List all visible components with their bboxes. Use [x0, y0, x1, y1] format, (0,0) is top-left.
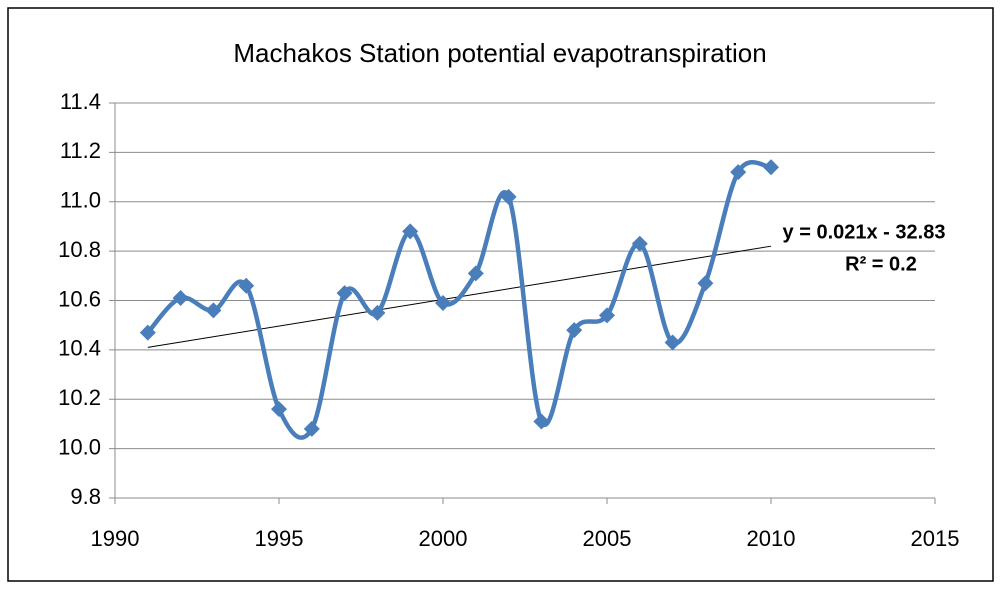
data-marker — [336, 285, 353, 302]
x-tick-label: 2005 — [583, 526, 632, 551]
y-tick-label: 11.0 — [60, 188, 101, 213]
chart-frame — [7, 7, 994, 582]
x-tick-label: 2015 — [911, 526, 960, 551]
y-tick-label: 10.4 — [58, 336, 101, 361]
y-tick-label: 11.2 — [60, 138, 101, 163]
data-marker — [697, 275, 714, 292]
x-tick-label: 1990 — [91, 526, 140, 551]
data-marker — [664, 334, 681, 351]
data-marker — [205, 302, 222, 319]
y-tick-label: 11.4 — [60, 89, 101, 114]
data-marker — [303, 420, 320, 437]
data-marker — [369, 304, 386, 321]
data-marker — [730, 164, 747, 181]
data-marker — [500, 188, 517, 205]
data-marker — [238, 277, 255, 294]
data-marker — [566, 322, 583, 339]
trendline-equation: y = 0.021x - 32.83 — [783, 221, 946, 243]
x-tick-label: 2000 — [419, 526, 468, 551]
data-marker — [467, 265, 484, 282]
data-marker — [172, 290, 189, 307]
data-marker — [139, 324, 156, 341]
data-marker — [271, 401, 287, 418]
x-tick-label: 1995 — [255, 526, 304, 551]
data-marker — [402, 223, 419, 240]
data-marker — [631, 235, 648, 252]
y-tick-label: 10.8 — [58, 237, 101, 262]
data-marker — [599, 307, 615, 324]
chart-title: Machakos Station potential evapotranspir… — [233, 38, 766, 68]
y-tick-label: 10.0 — [58, 434, 101, 459]
trendline-r2: R² = 0.2 — [845, 253, 917, 275]
y-tick-label: 10.6 — [58, 286, 101, 311]
data-marker — [763, 159, 779, 176]
y-tick-label: 10.2 — [58, 385, 101, 410]
data-marker — [533, 413, 550, 430]
data-marker — [435, 294, 451, 311]
y-tick-label: 9.8 — [70, 484, 101, 509]
x-tick-label: 2010 — [747, 526, 796, 551]
